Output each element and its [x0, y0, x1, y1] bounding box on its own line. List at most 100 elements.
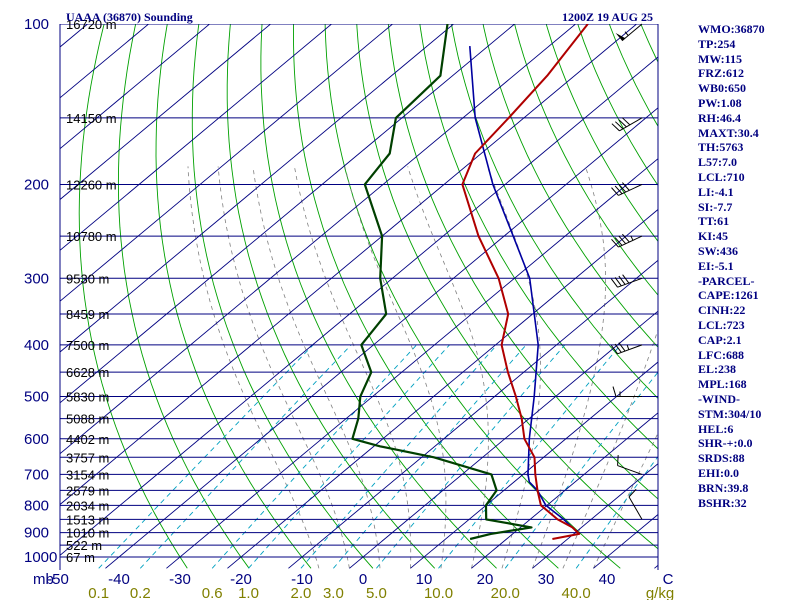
stats-panel: WMO:36870 TP:254 MW:115 FRZ:612 WB0:650 … — [698, 22, 765, 510]
moist-adiabat-line — [187, 166, 320, 569]
mixing-ratio-line — [248, 344, 450, 569]
pressure-tick-label: 700 — [24, 466, 49, 483]
temperature-tick-label: 20 — [477, 571, 494, 588]
dry-adiabat-line — [451, 24, 658, 400]
dry-adiabat-line — [155, 24, 312, 569]
temperature-tick-label: C — [663, 571, 674, 588]
stat-cinh: CINH:22 — [698, 303, 746, 318]
stat-tt: TT:61 — [698, 214, 730, 229]
temperature-tick-label: -10 — [291, 571, 313, 588]
isotherm-line — [227, 208, 658, 569]
moist-adiabat-line — [252, 166, 381, 569]
mixing-ratio-label: 0.6 — [202, 585, 223, 600]
stat-lcl: LCL:710 — [698, 169, 745, 184]
stat-el: EL:238 — [698, 362, 737, 377]
wind-barb — [628, 488, 643, 520]
isotherm-line — [60, 24, 394, 302]
height-label: 12260 m — [66, 177, 117, 192]
stat-frz: FRZ:612 — [698, 66, 744, 81]
dry-adiabat-line — [191, 24, 374, 569]
height-label: 1010 m — [66, 526, 109, 541]
moist-adiabat-line — [344, 166, 447, 569]
height-label: 2034 m — [66, 498, 109, 513]
stat-th: TH:5763 — [698, 140, 744, 155]
dry-adiabat-line — [293, 24, 559, 569]
stat-rh: RH:46.4 — [698, 110, 741, 125]
isotherm-line — [60, 24, 272, 201]
isotherm-line — [288, 259, 658, 569]
isotherm-line — [60, 24, 638, 506]
moist-adiabat-line — [407, 166, 489, 569]
station-title: UAAA (36870) Sounding — [66, 10, 193, 24]
isotherm-line — [105, 107, 658, 569]
isotherm-line — [60, 24, 211, 150]
mixing-ratio-label: 5.0 — [366, 585, 387, 600]
moist-adiabat-line — [294, 166, 412, 569]
dry-adiabat-line — [356, 24, 658, 550]
dry-adiabat-line — [577, 24, 658, 187]
stat-parcel-lcl: LCL:723 — [698, 317, 745, 332]
mixing-ratio-label: 20.0 — [491, 585, 520, 600]
stat-li: LI:-4.1 — [698, 184, 734, 199]
pressure-tick-label: 300 — [24, 270, 49, 287]
temperature-tick-label: -20 — [230, 571, 252, 588]
pressure-tick-label: 400 — [24, 337, 49, 354]
mixing-ratio-line — [139, 344, 352, 569]
temperature-tick-label: 0 — [359, 571, 367, 588]
height-label: 522 m — [66, 538, 102, 553]
mixing-ratio-label: 10.0 — [424, 585, 453, 600]
isotherm-line — [60, 24, 150, 99]
height-label: 4402 m — [66, 432, 109, 447]
pressure-tick-label: 800 — [24, 497, 49, 514]
moist-adiabat-line — [532, 166, 606, 569]
stat-si: SI:-7.7 — [698, 199, 733, 214]
isotherm-line — [60, 24, 455, 353]
isotherm-line — [60, 24, 577, 455]
mixing-ratio-line — [438, 344, 621, 569]
isotherm-line — [471, 412, 658, 569]
mixing-ratio-line — [211, 344, 417, 569]
pressure-tick-label: 1000 — [24, 549, 57, 566]
temperature-line — [461, 24, 589, 540]
height-label: 8459 m — [66, 307, 109, 322]
stat-mw: MW:115 — [698, 51, 742, 66]
height-label: 3154 m — [66, 467, 109, 482]
height-label: 2579 m — [66, 483, 109, 498]
dry-adiabat-line — [78, 24, 188, 569]
dry-adiabat-line — [226, 24, 436, 569]
stat-lfc: LFC:688 — [698, 347, 744, 362]
dry-adiabat-line — [482, 24, 658, 348]
height-label: 14150 m — [66, 111, 117, 126]
dry-adiabat-line — [514, 24, 658, 296]
stat-stm: STM:304/10 — [698, 406, 762, 421]
dry-adiabat-line — [545, 24, 658, 243]
stat-pw: PW:1.08 — [698, 95, 742, 110]
temperature-tick-label: -50 — [47, 571, 69, 588]
stat-wind-header: -WIND- — [698, 391, 740, 406]
wind-barb — [611, 182, 643, 196]
stat-wmo: WMO:36870 — [698, 22, 765, 36]
stat-brn: BRN:39.8 — [698, 480, 749, 495]
dewpoint-line — [351, 24, 533, 541]
height-label: 6628 m — [66, 365, 109, 380]
dry-adiabat-line — [117, 24, 250, 569]
height-label: 1513 m — [66, 512, 109, 527]
height-label: 5830 m — [66, 390, 109, 405]
dry-adiabat-line — [419, 24, 658, 450]
stat-bshr: BSHR:32 — [698, 495, 747, 510]
dry-adiabat-line — [387, 24, 658, 500]
isotherm-line — [349, 310, 658, 569]
mixing-ratio-line — [98, 344, 314, 569]
wind-barb — [611, 117, 643, 132]
mixing-ratio-label: 40.0 — [562, 585, 591, 600]
height-label: 16720 m — [66, 17, 117, 32]
mixing-ratio-label: 0.1 — [88, 585, 109, 600]
height-label: 10780 m — [66, 229, 117, 244]
wind-barb — [611, 233, 643, 248]
isotherm-line — [410, 361, 658, 569]
temperature-tick-label: 40 — [599, 571, 616, 588]
height-label: 7500 m — [66, 338, 109, 353]
height-label: 3757 m — [66, 450, 109, 465]
